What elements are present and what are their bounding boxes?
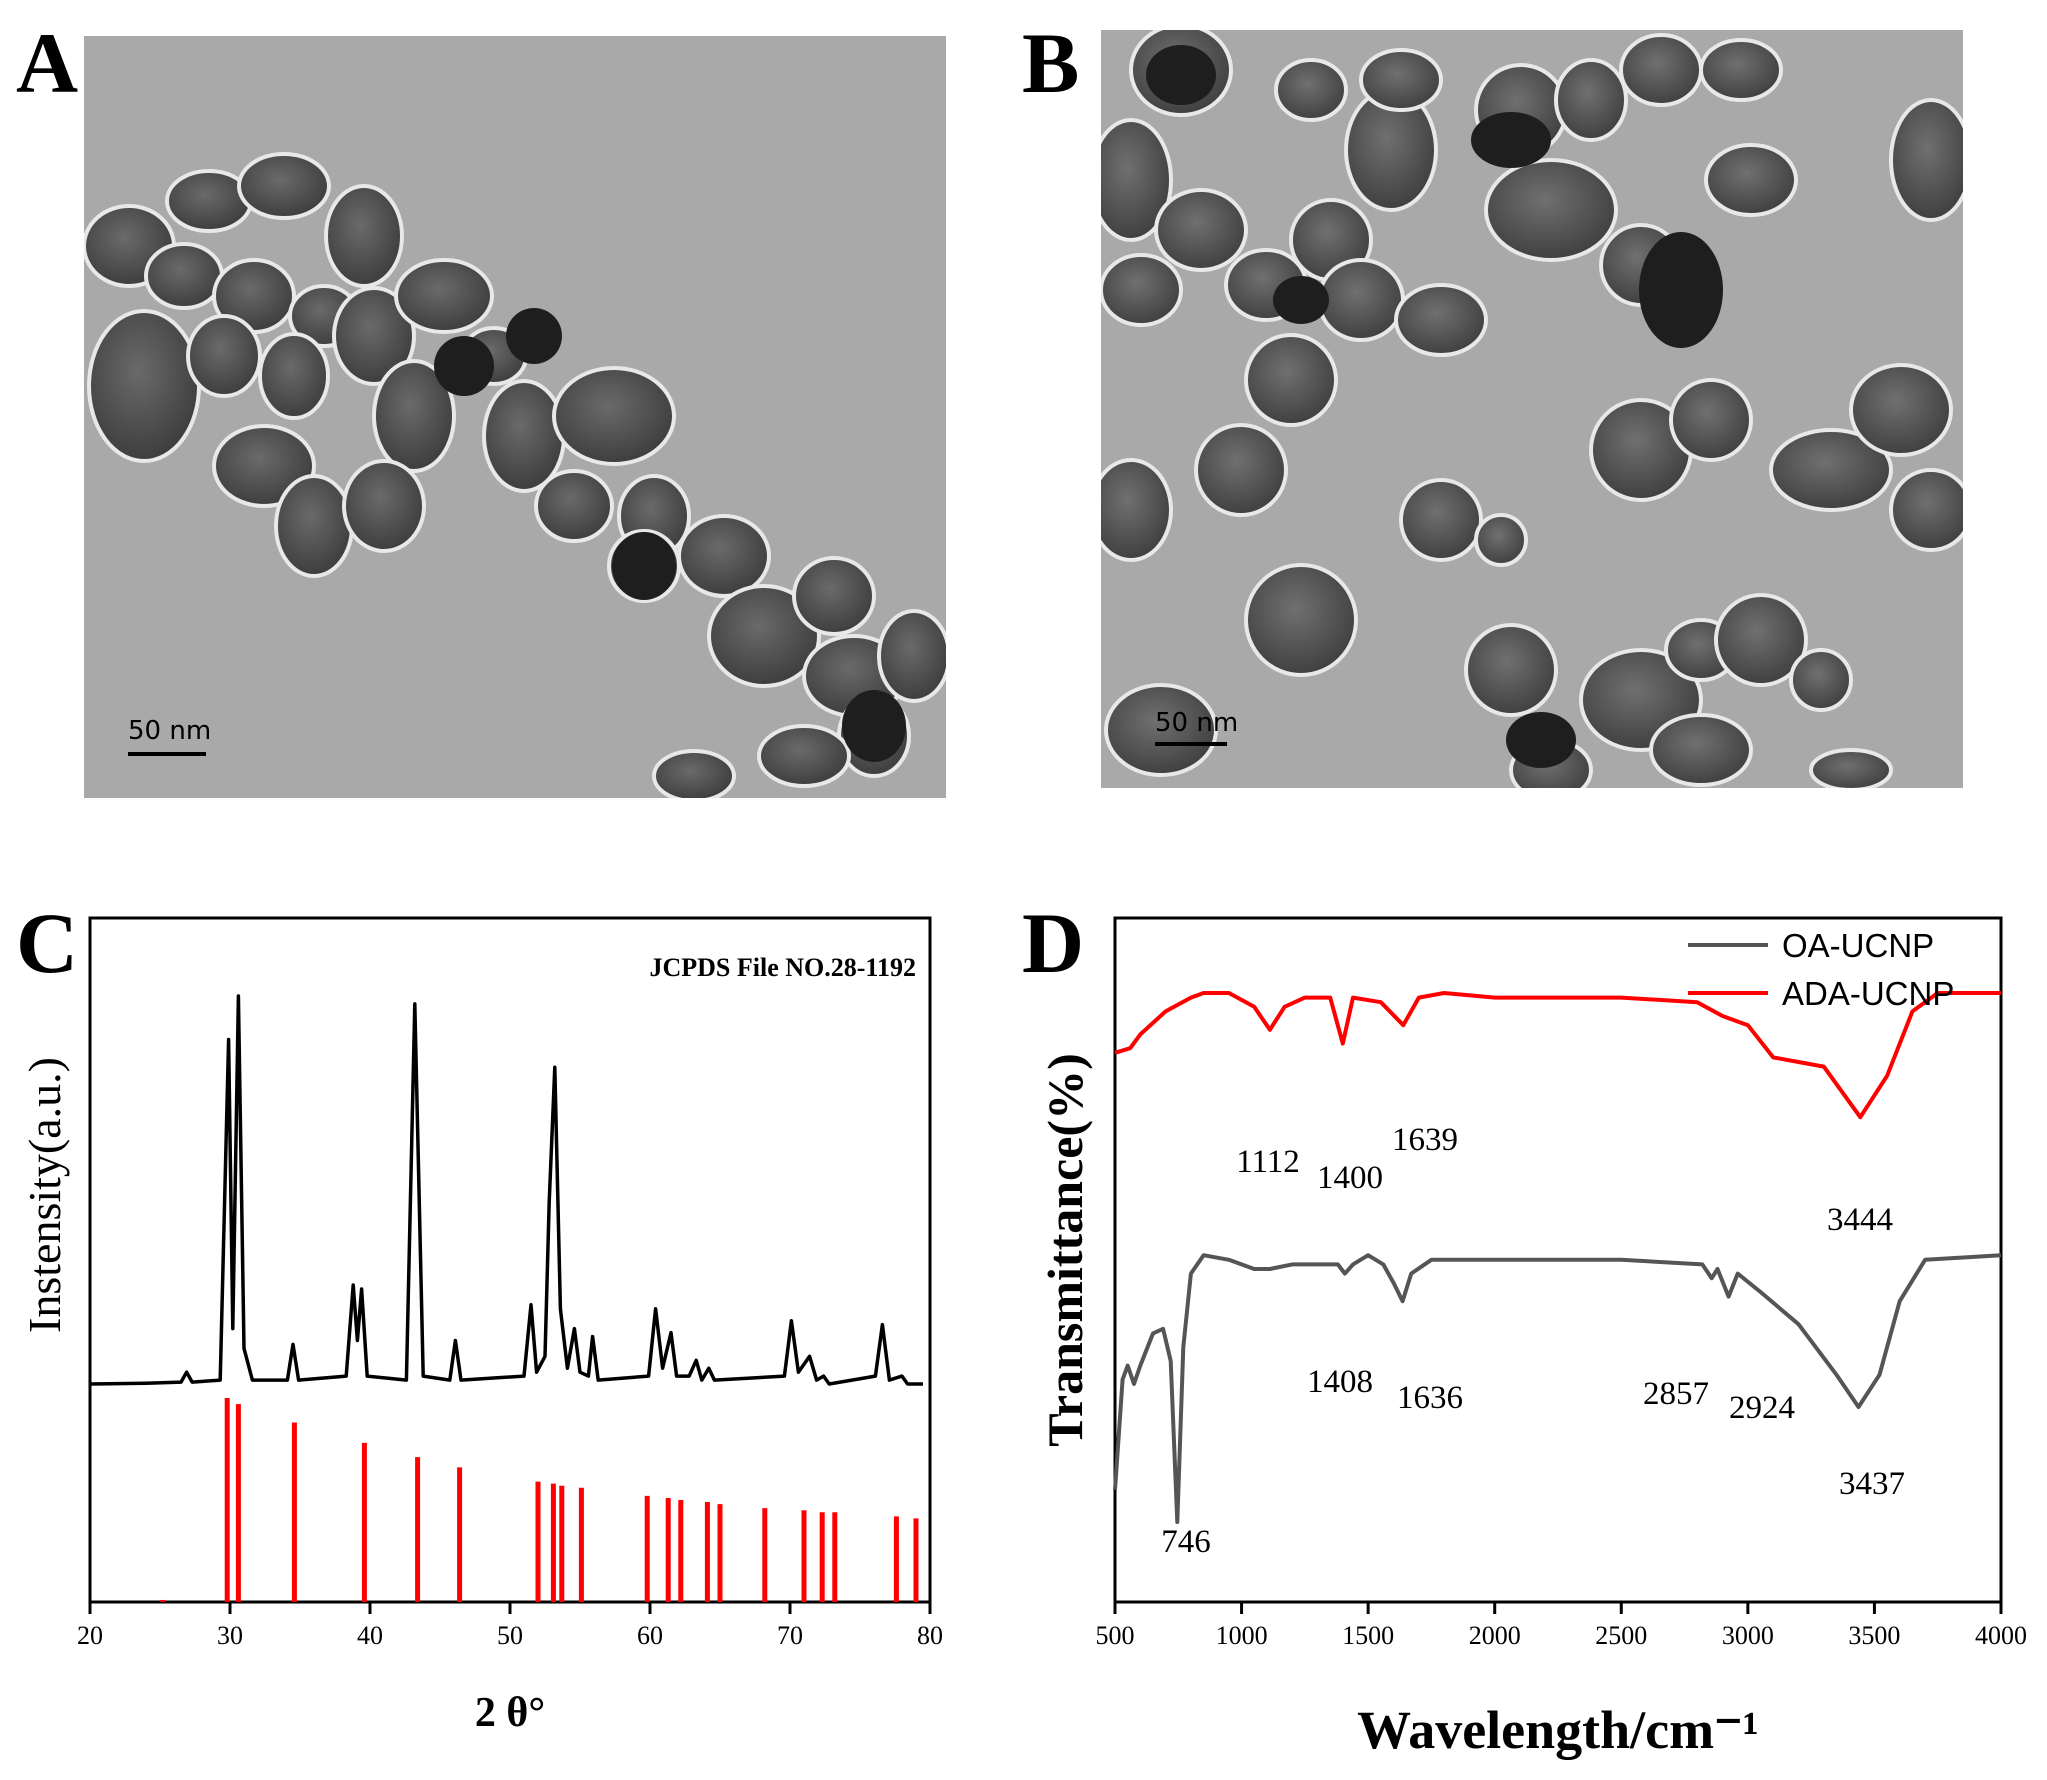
ftir-x-tick-label-4000: 4000 bbox=[1975, 1621, 2027, 1650]
panel-letter-c: C bbox=[16, 895, 79, 991]
panel-letter-a: A bbox=[16, 15, 79, 111]
scale-bar-a bbox=[128, 752, 206, 756]
tem-particles-a bbox=[84, 152, 946, 798]
peak-label-1639: 1639 bbox=[1392, 1122, 1458, 1158]
panel-letter-d: D bbox=[1022, 895, 1085, 991]
tem-image-a: 50 nm bbox=[84, 36, 946, 798]
ftir-peak-labels: 746 1112 1400 1639 1408 1636 2857 2924 3… bbox=[1161, 1122, 1905, 1560]
xrd-x-tick-label-60: 60 bbox=[637, 1621, 663, 1650]
xrd-y-axis-title: Instensity(a.u.) bbox=[19, 1057, 70, 1333]
ftir-plot-frame bbox=[1113, 916, 2003, 1604]
ftir-x-tick-label-500: 500 bbox=[1096, 1621, 1135, 1650]
xrd-x-tick-label-70: 70 bbox=[777, 1621, 803, 1650]
ftir-x-ticks: 500 1000 1500 2000 2500 3000 3500 4000 bbox=[1096, 1602, 2027, 1650]
ftir-x-tick-label-1500: 1500 bbox=[1342, 1621, 1394, 1650]
xrd-annotation: JCPDS File NO.28-1192 bbox=[650, 953, 917, 982]
ftir-x-tick-label-2500: 2500 bbox=[1595, 1621, 1647, 1650]
ftir-x-tick-label-1000: 1000 bbox=[1216, 1621, 1268, 1650]
xrd-x-ticks: 20 30 40 50 60 70 80 bbox=[77, 1602, 943, 1650]
scale-label-a: 50 nm bbox=[128, 716, 212, 746]
peak-label-1112: 1112 bbox=[1236, 1144, 1300, 1180]
peak-label-3437: 3437 bbox=[1839, 1466, 1905, 1502]
ftir-line-ada-ucnp bbox=[1114, 991, 2001, 1120]
ftir-legend: OA-UCNP ADA-UCNP bbox=[1688, 927, 1954, 1012]
peak-label-2924: 2924 bbox=[1729, 1390, 1795, 1426]
scale-bar-b bbox=[1155, 742, 1227, 746]
peak-label-1408: 1408 bbox=[1307, 1364, 1373, 1400]
ftir-x-axis-title: Wavelength/cm⁻¹ bbox=[1357, 1700, 1759, 1760]
xrd-x-tick-label-30: 30 bbox=[217, 1621, 243, 1650]
peak-label-746: 746 bbox=[1161, 1524, 1211, 1560]
scale-label-b: 50 nm bbox=[1155, 708, 1239, 738]
xrd-chart: 20 30 40 50 60 70 80 JCPDS File NO.28-1192 2 θ… bbox=[19, 916, 943, 1736]
ftir-line-oa-ucnp bbox=[1113, 1253, 2002, 1524]
xrd-x-tick-label-50: 50 bbox=[497, 1621, 523, 1650]
xrd-x-axis-title: 2 θ° bbox=[475, 1690, 545, 1736]
xrd-x-tick-label-40: 40 bbox=[357, 1621, 383, 1650]
tem-particles-b bbox=[1101, 30, 1963, 788]
panel-letter-b: B bbox=[1022, 15, 1080, 111]
xrd-x-tick-label-20: 20 bbox=[77, 1621, 103, 1650]
ftir-x-tick-label-3500: 3500 bbox=[1848, 1621, 1900, 1650]
xrd-x-tick-label-80: 80 bbox=[917, 1621, 943, 1650]
peak-label-1400: 1400 bbox=[1317, 1160, 1383, 1196]
ftir-x-tick-label-3000: 3000 bbox=[1722, 1621, 1774, 1650]
ftir-y-axis-title: Transmittance(%) bbox=[1037, 1053, 1093, 1446]
tem-image-b: 50 nm bbox=[1101, 30, 1963, 788]
peak-label-1636: 1636 bbox=[1397, 1380, 1463, 1416]
legend-label-oa-ucnp: OA-UCNP bbox=[1782, 927, 1934, 964]
ftir-x-tick-label-2000: 2000 bbox=[1469, 1621, 1521, 1650]
xrd-measured-line bbox=[89, 994, 923, 1386]
legend-label-ada-ucnp: ADA-UCNP bbox=[1782, 975, 1954, 1012]
xrd-reference-lines bbox=[160, 1398, 919, 1602]
peak-label-3444: 3444 bbox=[1827, 1202, 1893, 1238]
peak-label-2857: 2857 bbox=[1643, 1376, 1709, 1412]
